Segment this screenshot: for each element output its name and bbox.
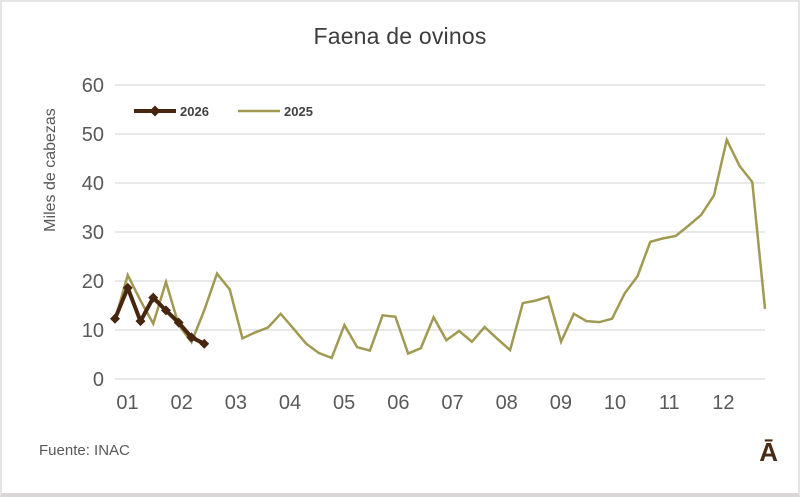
y-tick-label: 30	[82, 222, 104, 244]
chart-title: Faena de ovinos	[313, 23, 487, 49]
x-tick-label: 08	[496, 392, 518, 414]
x-tick-label: 09	[550, 392, 572, 414]
x-tick-label: 02	[171, 392, 193, 414]
legend-label-2026: 2026	[180, 104, 209, 119]
x-tick-label: 05	[333, 392, 355, 414]
y-tick-label: 40	[82, 173, 104, 195]
x-tick-label: 01	[116, 392, 138, 414]
y-tick-label: 10	[82, 320, 104, 342]
data-point-marker	[122, 282, 133, 293]
data-point-marker	[186, 332, 197, 343]
legend-label-2025: 2025	[284, 104, 313, 119]
x-tick-label: 10	[604, 392, 626, 414]
data-point-marker	[135, 316, 146, 327]
legend-marker-2026	[149, 105, 161, 117]
data-point-marker	[173, 317, 184, 328]
y-tick-label: 60	[82, 75, 104, 97]
x-tick-label: 03	[225, 392, 247, 414]
source-note: Fuente: INAC	[39, 442, 130, 459]
data-point-marker	[110, 313, 120, 324]
x-tick-label: 07	[441, 392, 463, 414]
x-tick-label: 11	[659, 392, 680, 414]
y-tick-label: 20	[82, 271, 104, 293]
y-tick-label: 50	[82, 124, 104, 146]
data-point-marker	[199, 338, 210, 349]
x-tick-label: 12	[712, 392, 734, 414]
y-tick-label: 0	[93, 369, 104, 391]
data-point-marker	[148, 292, 159, 303]
logo-icon: Ā	[759, 437, 778, 467]
series-line-2025	[113, 136, 767, 360]
data-point-marker	[160, 305, 171, 316]
x-tick-label: 06	[387, 392, 409, 414]
x-tick-label: 04	[279, 392, 301, 414]
